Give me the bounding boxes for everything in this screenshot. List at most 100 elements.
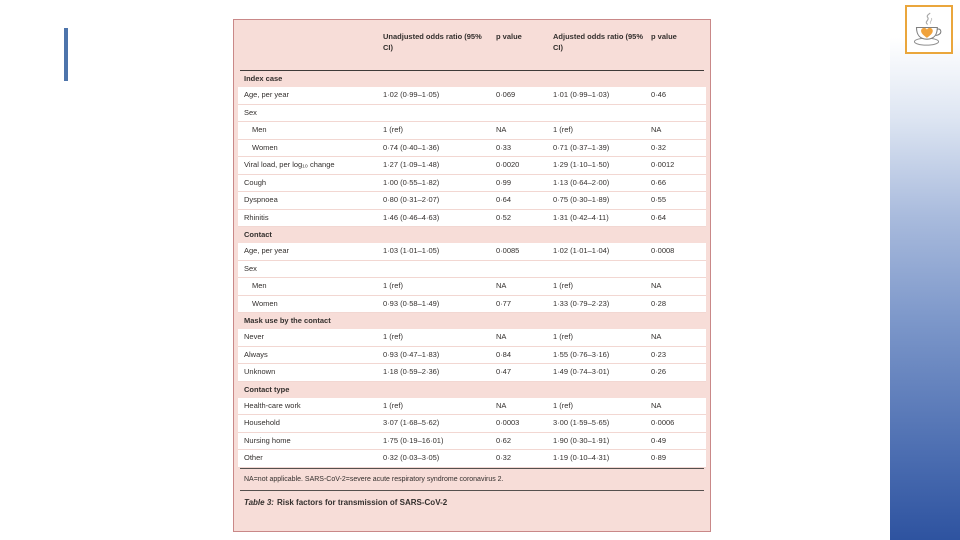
row-label: Sex (244, 107, 257, 117)
unadjusted-or-cell: 0·32 (0·03–3·05) (383, 453, 440, 462)
p-value-cell: 0·28 (651, 298, 667, 308)
table-row: Men 1 (ref) NA 1 (ref) NA (238, 278, 706, 296)
row-label: Cough (244, 177, 267, 187)
header-rule (240, 70, 704, 71)
column-header-p-value-1: p value (496, 32, 522, 41)
adjusted-or-cell: 1 (ref) (553, 332, 574, 341)
table-row: Sex (238, 104, 706, 122)
adjusted-or-cell: 1·90 (0·30–1·91) (553, 435, 610, 445)
table-row: Health-care work 1 (ref) NA 1 (ref) NA (238, 397, 706, 415)
section-header-row: Contact type (244, 384, 290, 394)
p-value-cell (651, 105, 706, 122)
table-row: Rhinitis 1·46 (0·46–4·63) 0·52 1·31 (0·42–4… (238, 209, 706, 227)
table-row: Dyspnoea 0·80 (0·31–2·07) 0·64 0·75 (0·30–1… (238, 192, 706, 210)
p-value-cell: 0·46 (651, 90, 667, 99)
table-row: Never 1 (ref) NA 1 (ref) NA (238, 329, 706, 347)
table-row: Cough 1·00 (0·55–1·82) 0·99 1·13 (0·64–2·00… (238, 174, 706, 192)
table-row: Always 0·93 (0·47–1·83) 0·84 1·55 (0·76–3·1… (238, 346, 706, 364)
table-caption-text: Risk factors for transmission of SARS-Co… (276, 497, 448, 507)
table-row: Viral load, per log₁₀ change 1·27 (1·09–1… (238, 157, 706, 175)
accent-bar (64, 28, 68, 81)
adjusted-or-cell: 0·75 (0·30–1·89) (553, 195, 610, 204)
table-footnote: NA=not applicable. SARS-CoV-2=severe acu… (244, 475, 504, 483)
p-value-cell: 0·069 (496, 90, 516, 99)
adjusted-or-cell: 1 (ref) (553, 400, 574, 410)
adjusted-or-cell: 1·49 (0·74–3·01) (553, 367, 610, 376)
right-gradient-bar (890, 0, 960, 540)
p-value-cell: 0·52 (496, 212, 512, 222)
p-value-cell: 0·55 (651, 195, 667, 204)
p-value-cell: 0·99 (496, 177, 512, 187)
p-value-cell: 0·0020 (496, 160, 520, 169)
unadjusted-or-cell: 1·75 (0·19–16·01) (383, 435, 444, 445)
column-header-p-value-2: p value (651, 32, 677, 41)
column-header-unadjusted-or: Unadjusted odds ratio (95% CI) (383, 32, 482, 52)
adjusted-or-cell: 1·02 (1·01–1·04) (553, 246, 610, 255)
p-value-cell: 0·66 (651, 177, 667, 187)
table-caption: Table 3: Risk factors for transmission of… (238, 491, 706, 508)
p-value-cell: 0·0012 (651, 160, 675, 169)
unadjusted-or-cell: 0·74 (0·40–1·36) (383, 142, 440, 152)
p-value-cell: NA (651, 332, 662, 341)
table-row: Men 1 (ref) NA 1 (ref) NA (238, 122, 706, 140)
coffee-cup-icon (913, 12, 942, 46)
p-value-cell: 0·64 (651, 212, 667, 222)
p-value-cell: 0·84 (496, 349, 512, 359)
table-row: Nursing home 1·75 (0·19–16·01) 0·62 1·90 (0… (238, 432, 706, 450)
unadjusted-or-cell: 1·03 (1·01–1·05) (383, 246, 440, 255)
adjusted-or-cell: 0·71 (0·37–1·39) (553, 142, 610, 152)
table-row: Unknown 1·18 (0·59–2·36) 0·47 1·49 (0·74–3·… (238, 364, 706, 382)
row-label: Men (252, 281, 267, 290)
unadjusted-or-cell: 1 (ref) (383, 281, 404, 290)
p-value-cell: 0·49 (651, 435, 667, 445)
p-value-cell: 0·64 (496, 195, 512, 204)
p-value-cell: 0·23 (651, 349, 667, 359)
table-row: Other 0·32 (0·03–3·05) 0·32 1·19 (0·10–4·31… (238, 450, 706, 468)
p-value-cell: 0·32 (651, 142, 667, 152)
column-header-blank (244, 32, 383, 70)
p-value-cell: 0·32 (496, 453, 512, 462)
table-row: Household 3·07 (1·68–5·62) 0·0003 3·00 (1·5… (238, 415, 706, 433)
table-row: Age, per year 1·03 (1·01–1·05) 0·0085 1·02 … (238, 243, 706, 261)
adjusted-or-cell: 1·33 (0·79–2·23) (553, 298, 610, 308)
unadjusted-or-cell: 1·00 (0·55–1·82) (383, 177, 440, 187)
adjusted-or-cell: 1 (ref) (553, 281, 574, 290)
adjusted-or-cell: 3·00 (1·59–5·65) (553, 418, 610, 427)
p-value-cell: NA (496, 400, 507, 410)
section-header-row: Contact (244, 230, 272, 239)
table-body: Index case Age, per year 1·02 (0·99–1·05) 0… (238, 71, 706, 468)
p-value-cell: 0·0085 (496, 246, 520, 255)
p-value-cell (496, 261, 553, 278)
p-value-cell: 0·0008 (651, 246, 675, 255)
row-label: Never (244, 332, 265, 341)
row-label: Dyspnoea (244, 195, 278, 204)
row-label: Women (252, 142, 278, 152)
coffee-logo (905, 5, 953, 54)
p-value-cell: NA (496, 125, 507, 134)
row-label: Nursing home (244, 435, 291, 445)
unadjusted-or-cell (383, 105, 496, 122)
unadjusted-or-cell: 0·93 (0·47–1·83) (383, 349, 440, 359)
p-value-cell: NA (651, 400, 662, 410)
p-value-cell: 0·77 (496, 298, 512, 308)
adjusted-or-cell (553, 105, 651, 122)
section-header-row: Mask use by the contact (244, 316, 331, 325)
table-row: Women 0·74 (0·40–1·36) 0·33 0·71 (0·37–1·39… (238, 139, 706, 157)
row-label: Sex (244, 263, 257, 273)
unadjusted-or-cell: 1·02 (0·99–1·05) (383, 90, 440, 99)
row-label: Always (244, 349, 268, 359)
p-value-cell: NA (496, 332, 507, 341)
adjusted-or-cell: 1·01 (0·99–1·03) (553, 90, 610, 99)
body-end-rule (240, 467, 704, 469)
adjusted-or-cell: 1·31 (0·42–4·11) (553, 212, 609, 222)
p-value-cell (496, 105, 553, 122)
row-label: Men (252, 125, 267, 134)
risk-factors-table: Unadjusted odds ratio (95% CI) p value A… (233, 19, 711, 532)
row-label: Viral load, per log₁₀ change (244, 160, 335, 169)
unadjusted-or-cell: 3·07 (1·68–5·62) (383, 418, 440, 427)
unadjusted-or-cell: 1·27 (1·09–1·48) (383, 160, 440, 169)
unadjusted-or-cell: 1·18 (0·59–2·36) (383, 367, 440, 376)
table-header-row: Unadjusted odds ratio (95% CI) p value A… (238, 20, 706, 70)
p-value-cell: 0·0006 (651, 418, 675, 427)
